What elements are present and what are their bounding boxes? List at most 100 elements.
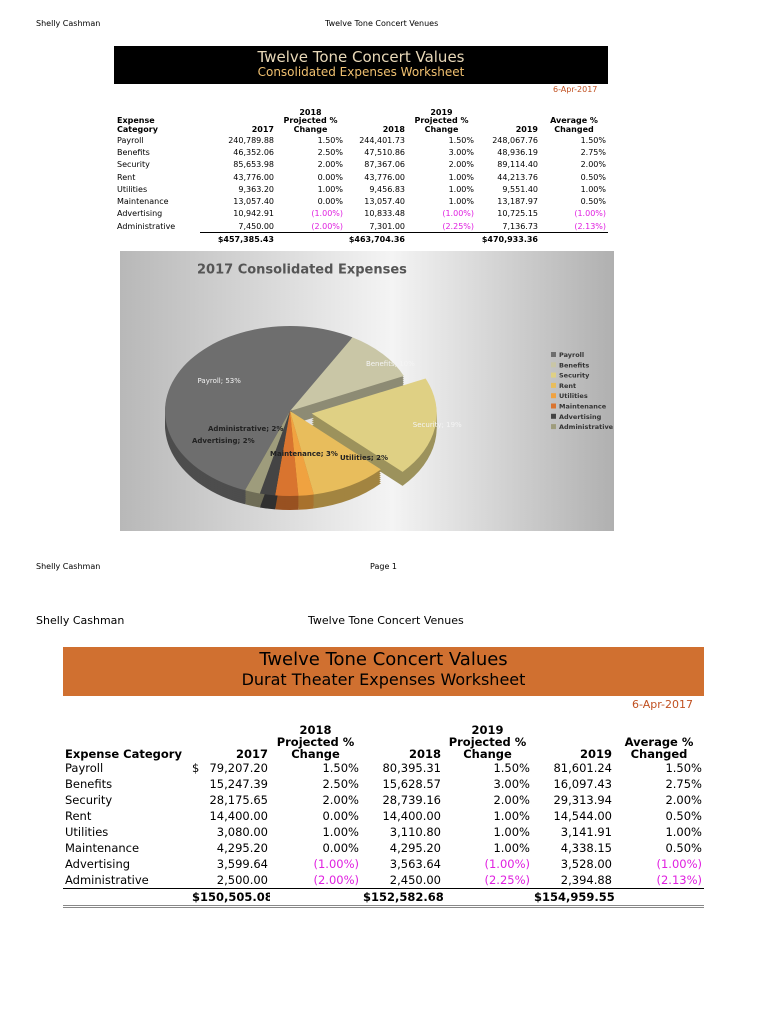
value-cell: (1.00%) <box>574 209 606 219</box>
value-cell: 1.00% <box>317 184 343 194</box>
value-cell: 7,301.00 <box>369 221 405 231</box>
value-cell: 81,601.24 <box>553 761 612 775</box>
empty-cell <box>407 232 476 246</box>
currency-symbol: $ <box>192 761 200 775</box>
value-cell: (1.00%) <box>484 857 530 871</box>
value-cell: 14,400.00 <box>382 809 441 823</box>
total-cell: $152,582.68 <box>361 888 443 908</box>
data-row: Administrative 2,500.00 (2.00%) 2,450.00 (2.… <box>63 872 704 889</box>
value-cell: 3,080.00 <box>216 825 268 839</box>
value-cell: 1.00% <box>448 184 474 194</box>
worksheet-table: Expense Category 2017 2018 Projected % Cha… <box>115 96 608 246</box>
category-cell: Benefits <box>117 147 150 157</box>
total-cell: $154,959.55 <box>532 888 614 908</box>
data-label: Maintenance; 3% <box>270 450 338 458</box>
header-left: Shelly Cashman <box>36 19 101 28</box>
value-cell: 13,187.97 <box>497 197 538 207</box>
value-cell: (2.13%) <box>574 221 606 231</box>
value-cell: 7,450.00 <box>238 221 274 231</box>
legend: Payroll Benefits Security Rent Utilities Main… <box>551 351 614 431</box>
value-cell: 2,500.00 <box>216 873 268 887</box>
value-cell: 10,833.48 <box>364 209 405 219</box>
legend-label: Security <box>559 372 590 380</box>
data-row: Advertising 10,942.91 (1.00%) 10,833.48 (1.0… <box>115 208 608 220</box>
category-cell: Utilities <box>117 184 148 194</box>
category-cell: Payroll <box>65 761 104 775</box>
value-cell: 0.00% <box>317 172 343 182</box>
pie-slice <box>165 326 353 491</box>
header-center: Twelve Tone Concert Venues <box>325 19 439 28</box>
data-label: Administrative; 2% <box>208 425 283 433</box>
column-header: 2019 Projected % Change <box>414 107 469 134</box>
value-cell: 1.00% <box>493 841 530 855</box>
date: 6-Apr-2017 <box>553 85 598 94</box>
value-cell: 48,936.19 <box>497 147 538 157</box>
value-cell: 80,395.31 <box>382 761 441 775</box>
empty-cell <box>115 233 200 246</box>
title-banner: Twelve Tone Concert Values Consolidated … <box>114 46 608 84</box>
value-cell: 0.50% <box>665 809 702 823</box>
header-center: Twelve Tone Concert Venues <box>308 614 464 627</box>
value-cell: 10,942.91 <box>233 209 274 219</box>
legend-swatch <box>551 393 556 399</box>
value-cell: (2.25%) <box>442 221 474 231</box>
data-row: Utilities 9,363.20 1.00% 9,456.83 1.00% 9,551… <box>115 183 608 195</box>
data-row: Security 85,653.98 2.00% 87,367.06 2.00% 89,1… <box>115 159 608 171</box>
value-cell: (1.00%) <box>311 209 343 219</box>
legend-swatch <box>551 372 556 378</box>
value-cell: $79,207.20 <box>190 760 270 776</box>
header-left: Shelly Cashman <box>36 614 125 627</box>
date: 6-Apr-2017 <box>632 698 694 711</box>
category-cell: Administrative <box>65 873 149 887</box>
title: Twelve Tone Concert Values <box>259 649 508 670</box>
legend-swatch <box>551 352 556 357</box>
value-cell: 29,313.94 <box>553 793 612 807</box>
value-cell: 3,563.64 <box>389 857 441 871</box>
pie-slice <box>245 411 290 494</box>
category-cell: Benefits <box>65 777 113 791</box>
category-cell: Maintenance <box>65 841 140 855</box>
column-header: 2019 <box>515 124 538 134</box>
value-cell: 1.00% <box>493 825 530 839</box>
legend-label: Maintenance <box>559 403 607 411</box>
data-row: Advertising 3,599.64 (1.00%) 3,563.64 (1.00%… <box>63 856 704 872</box>
legend-label: Payroll <box>559 351 584 359</box>
value-cell: 4,295.20 <box>389 841 441 855</box>
data-row: Rent 14,400.00 0.00% 14,400.00 1.00% 14,544.0… <box>63 808 704 824</box>
category-cell: Advertising <box>117 209 163 219</box>
column-header: Expense Category <box>117 116 158 134</box>
empty-cell <box>276 232 345 246</box>
value-cell: (2.00%) <box>313 873 359 887</box>
category-cell: Rent <box>65 809 92 823</box>
value-cell: 44,213.76 <box>497 172 538 182</box>
data-row: Administrative 7,450.00 (2.00%) 7,301.00 (2.… <box>115 220 608 233</box>
value-cell: 2.50% <box>322 777 359 791</box>
category-cell: Security <box>65 793 113 807</box>
value-cell: (2.25%) <box>484 873 530 887</box>
category-cell: Utilities <box>65 825 109 839</box>
value-cell: 248,067.76 <box>492 135 538 145</box>
total-cell: $457,385.43 <box>200 232 276 246</box>
value-cell: (1.00%) <box>442 209 474 219</box>
value: 79,207.20 <box>209 761 268 775</box>
total-cell: $150,505.08 <box>190 888 270 908</box>
legend-label: Utilities <box>559 392 588 400</box>
pie-slice <box>259 411 290 496</box>
value-cell: 1.50% <box>493 761 530 775</box>
header-row: Expense Category 2017 2018 Projected % Cha… <box>63 712 704 760</box>
value-cell: 3,141.91 <box>560 825 612 839</box>
legend-label: Administrative <box>559 423 614 431</box>
value-cell: 4,295.20 <box>216 841 268 855</box>
legend-swatch <box>551 403 556 409</box>
empty-cell <box>443 888 532 908</box>
value-cell: 3.00% <box>493 777 530 791</box>
category-cell: Payroll <box>117 135 144 145</box>
column-header: Average % Changed <box>550 116 598 134</box>
empty-cell <box>270 888 361 908</box>
value-cell: 3,528.00 <box>560 857 612 871</box>
value-cell: 0.00% <box>322 809 359 823</box>
total-row: $150,505.08 $152,582.68 $154,959.55 <box>63 888 704 908</box>
category-cell: Maintenance <box>117 197 169 207</box>
column-header: 2018 Projected % Change <box>283 107 338 134</box>
value-cell: 3,110.80 <box>389 825 441 839</box>
